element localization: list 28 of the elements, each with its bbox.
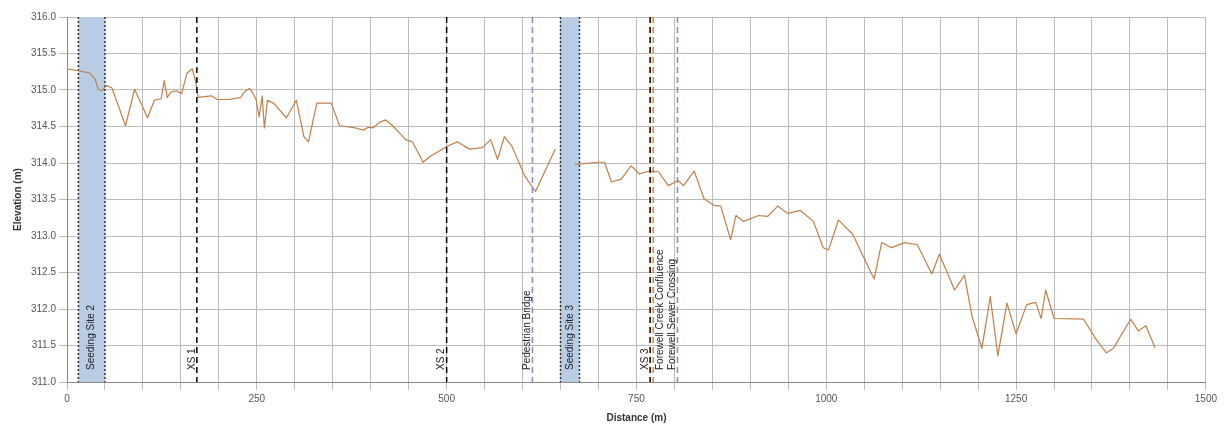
- y-tick-label: 316.0: [30, 10, 57, 22]
- y-tick-label: 314.0: [30, 156, 57, 168]
- y-tick-label: 313.5: [30, 193, 57, 205]
- x-axis-title: Distance (m): [606, 411, 667, 423]
- band-label: Seeding Site 2: [85, 304, 97, 370]
- y-tick-label: 312.5: [30, 266, 57, 278]
- ref-line-label: XS 1: [185, 347, 197, 370]
- y-tick-label: 311.0: [31, 375, 57, 387]
- x-tick-label: 250: [248, 392, 266, 404]
- x-tick-label: 500: [438, 392, 456, 404]
- band-label: Seeding Site 3: [563, 304, 575, 370]
- x-tick-label: 0: [64, 392, 71, 404]
- y-tick-label: 312.0: [30, 302, 57, 314]
- y-tick-label: 315.5: [30, 47, 57, 59]
- x-tick-label: 750: [628, 392, 646, 404]
- ref-line-label: XS 3: [638, 347, 650, 370]
- x-tick-label: 1500: [1194, 392, 1218, 404]
- ref-line-label: Pedestrian Bridge: [521, 290, 533, 370]
- ref-line-label: Forewell Creek Confluence: [653, 248, 665, 370]
- y-tick-label: 311.5: [31, 339, 57, 351]
- x-tick-label: 1000: [815, 392, 838, 404]
- y-axis-title: Elevation (m): [11, 168, 23, 231]
- y-tick-label: 315.0: [30, 83, 57, 95]
- ref-line-label: XS 2: [435, 347, 447, 370]
- ref-line-label: Forewell Sewer Crossing: [666, 258, 678, 370]
- x-tick-label: 1250: [1004, 392, 1028, 404]
- y-tick-label: 313.0: [30, 229, 57, 241]
- y-tick-label: 314.5: [30, 120, 57, 132]
